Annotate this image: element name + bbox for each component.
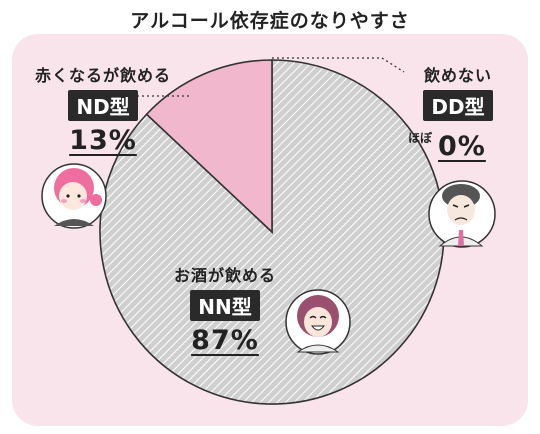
nd-caption: 赤くなるが飲める	[34, 66, 171, 85]
nd-label: 赤くなるが飲める ND型 13%	[28, 62, 178, 156]
pie-slice-nd	[145, 59, 273, 234]
nn-label: お酒が飲める NN型 87%	[160, 262, 290, 356]
pink-hair-woman-icon	[41, 163, 107, 229]
dd-caption: 飲めない	[423, 66, 492, 85]
smiling-woman-icon	[285, 289, 351, 355]
nn-caption: お酒が飲める	[173, 266, 276, 285]
frowning-man-icon	[428, 180, 496, 248]
dd-label: 飲めない DD型 ほぼ 0%	[398, 62, 518, 163]
nn-percent: 87%	[191, 325, 259, 356]
dd-leader-line	[272, 57, 405, 73]
nn-type-badge: NN型	[190, 290, 260, 321]
chart-title: アルコール依存症のなりやすさ	[130, 10, 410, 32]
dd-percent: 0%	[438, 131, 486, 162]
dd-type-badge: DD型	[423, 90, 493, 121]
dd-qualifier: ほぼ	[408, 131, 433, 145]
nd-percent: 13%	[69, 125, 137, 156]
nd-type-badge: ND型	[68, 90, 138, 121]
